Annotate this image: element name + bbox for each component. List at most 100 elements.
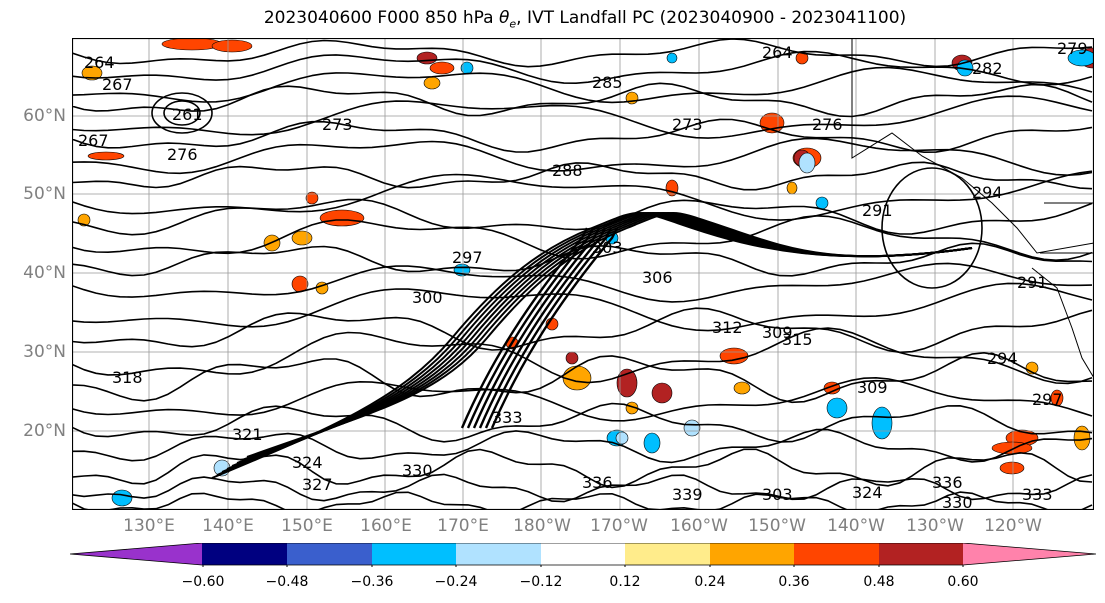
theta-e-contour bbox=[72, 118, 1093, 153]
contour-label: 294 bbox=[987, 349, 1018, 368]
contour-label: 309 bbox=[857, 378, 888, 397]
contour-label: 279 bbox=[1057, 39, 1088, 58]
lon-label-150w: 150°W bbox=[748, 516, 806, 536]
colorbar-segment bbox=[794, 543, 879, 565]
contour-label: 315 bbox=[782, 330, 813, 349]
colorbar-segment bbox=[202, 543, 287, 565]
frontal-band-contour bbox=[466, 227, 595, 429]
lat-label-20n: 20°N bbox=[23, 421, 66, 441]
frontal-band-contour bbox=[484, 227, 613, 429]
shaded-region bbox=[643, 432, 661, 454]
colorbar-segment bbox=[625, 543, 710, 565]
contour-label: 303 bbox=[592, 238, 623, 257]
frontal-band-contour bbox=[472, 227, 601, 429]
map-panel: 264 267 261 267 276 273 288 285 282 279 264 273 276 2… bbox=[72, 38, 1094, 510]
shaded-region bbox=[305, 191, 319, 205]
theta-e-contour bbox=[72, 198, 1093, 236]
contour-label: 333 bbox=[1022, 485, 1053, 504]
contour-label: 288 bbox=[552, 161, 583, 180]
shaded-region bbox=[423, 76, 441, 90]
colorbar-segments bbox=[70, 543, 1096, 566]
lon-label-180w: 180°W bbox=[513, 516, 571, 536]
cb-tick-label: 0.60 bbox=[947, 574, 979, 590]
shaded-region bbox=[798, 152, 816, 174]
contour-label: 264 bbox=[762, 43, 793, 62]
theta-e-contour bbox=[72, 161, 1093, 191]
shaded-region bbox=[77, 213, 91, 227]
contour-label: 321 bbox=[232, 425, 263, 444]
coastline-borders bbox=[851, 38, 1094, 379]
lon-label-140w: 140°W bbox=[827, 516, 885, 536]
contour-label: 285 bbox=[592, 73, 623, 92]
theta-e-contour bbox=[72, 282, 1093, 332]
shaded-region bbox=[826, 397, 848, 419]
shaded-region bbox=[81, 65, 103, 81]
theta-e-contour bbox=[72, 352, 1093, 404]
shaded-region bbox=[651, 382, 673, 404]
contour-label: 276 bbox=[167, 145, 198, 164]
colorbar-segment bbox=[287, 543, 372, 565]
theta-e-contour bbox=[72, 327, 1093, 385]
contour-label: 330 bbox=[942, 493, 973, 510]
shaded-region bbox=[291, 230, 313, 246]
shaded-region bbox=[999, 461, 1025, 475]
contour-label: 312 bbox=[712, 318, 743, 337]
title-suffix: , IVT Landfall PC (2023040900 - 20230411… bbox=[516, 8, 907, 28]
shaded-region bbox=[666, 52, 678, 64]
lon-label-130e: 130°E bbox=[123, 516, 175, 536]
theta-e-contour bbox=[72, 242, 1093, 277]
contour-label: 336 bbox=[582, 473, 613, 492]
cb-tick-label: 0.12 bbox=[609, 574, 641, 590]
contour-label: 327 bbox=[302, 475, 333, 494]
lat-label-50n: 50°N bbox=[23, 184, 66, 204]
contour-label: 324 bbox=[292, 453, 323, 472]
contour-label: 294 bbox=[972, 183, 1003, 202]
colorbar-segment bbox=[963, 543, 1096, 565]
shaded-region bbox=[815, 196, 829, 210]
cb-tick-label: −0.48 bbox=[265, 574, 309, 590]
theta-e-contour bbox=[72, 137, 1093, 176]
colorbar bbox=[70, 543, 1096, 567]
closed-contour bbox=[151, 92, 213, 134]
lon-label-170e: 170°E bbox=[437, 516, 489, 536]
shaded-region bbox=[1073, 425, 1091, 451]
closed-contour bbox=[881, 167, 983, 289]
colorbar-tick-marks bbox=[202, 565, 964, 567]
contour-label: 291 bbox=[1017, 273, 1048, 292]
frontal-band-contour bbox=[460, 227, 589, 429]
alaska-coastline bbox=[851, 38, 1094, 254]
shaded-region bbox=[565, 351, 579, 365]
contour-label: 333 bbox=[492, 408, 523, 427]
colorbar-segment bbox=[372, 543, 456, 565]
contour-label: 297 bbox=[452, 248, 483, 267]
shaded-region bbox=[87, 151, 125, 161]
shaded-region bbox=[416, 51, 438, 65]
lon-label-140e: 140°E bbox=[202, 516, 254, 536]
frontal-band-contour bbox=[246, 212, 973, 458]
shaded-region bbox=[733, 381, 751, 395]
contour-label: 261 bbox=[172, 105, 203, 124]
lon-label-130w: 130°W bbox=[906, 516, 964, 536]
cb-tick-label: 0.24 bbox=[694, 574, 726, 590]
contour-label: 282 bbox=[972, 59, 1003, 78]
contour-label: 330 bbox=[402, 461, 433, 480]
colorbar-outline bbox=[70, 543, 1096, 566]
title-theta-subscript: e bbox=[509, 17, 517, 31]
shaded-region bbox=[683, 419, 701, 437]
theta-e-contour bbox=[72, 377, 1093, 422]
shaded-region bbox=[319, 209, 365, 227]
shaded-region bbox=[429, 61, 455, 75]
contour-label: 267 bbox=[78, 131, 109, 150]
lat-label-30n: 30°N bbox=[23, 342, 66, 362]
contour-label: 291 bbox=[862, 201, 893, 220]
contour-label: 300 bbox=[412, 288, 443, 307]
lon-label-160w: 160°W bbox=[670, 516, 728, 536]
cb-tick-label: −0.24 bbox=[434, 574, 478, 590]
theta-e-contour bbox=[72, 262, 1093, 303]
contour-label: 309 bbox=[762, 323, 793, 342]
title-theta: θ bbox=[498, 8, 510, 28]
contour-label: 297 bbox=[1032, 390, 1063, 409]
north-america-coastline bbox=[1031, 267, 1094, 379]
theta-e-contour bbox=[72, 95, 1093, 139]
lon-label-160e: 160°E bbox=[360, 516, 412, 536]
